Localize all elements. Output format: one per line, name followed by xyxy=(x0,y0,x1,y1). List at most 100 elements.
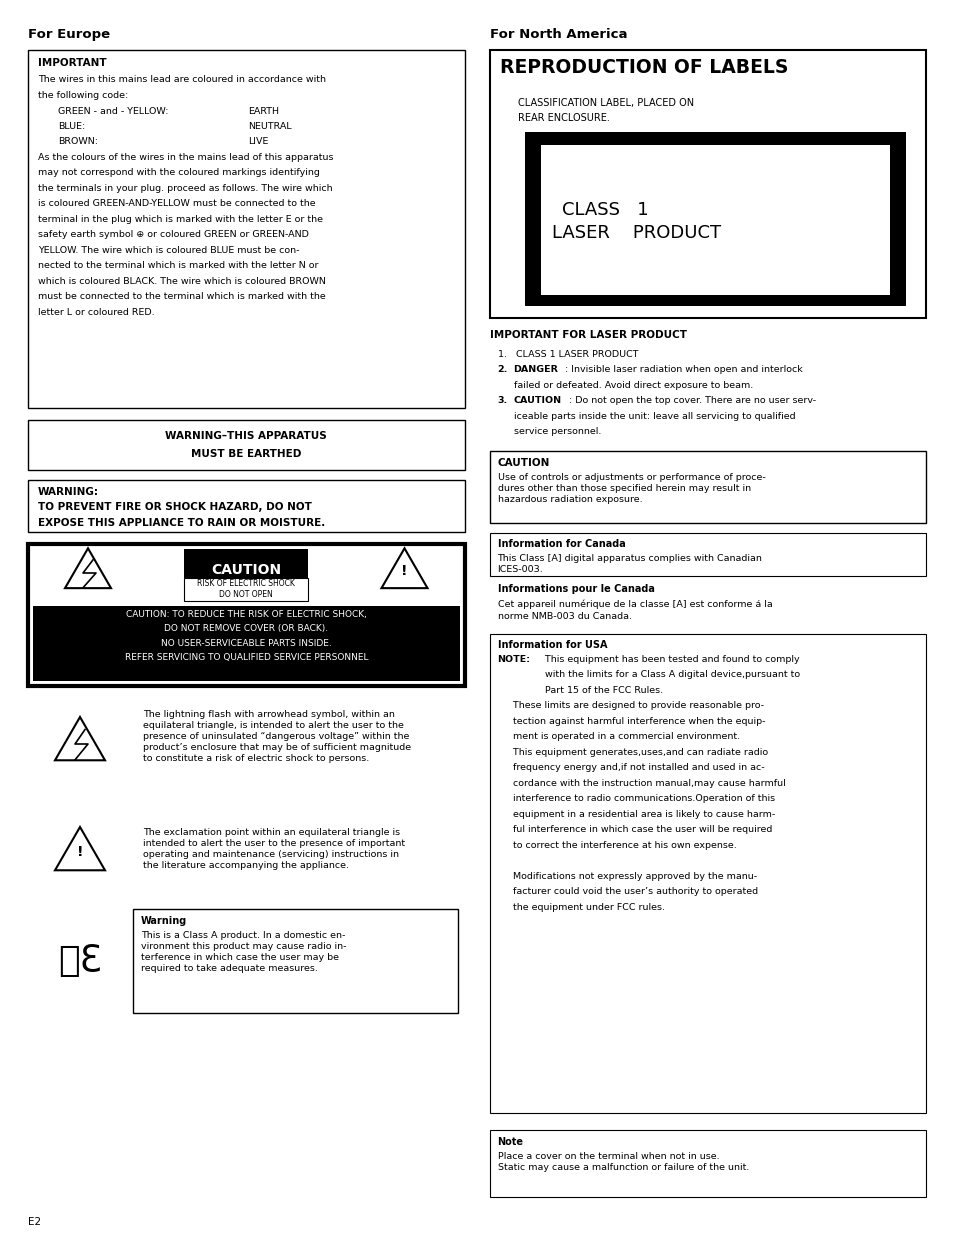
Text: LASER    PRODUCT: LASER PRODUCT xyxy=(551,224,720,242)
Text: These limits are designed to provide reasonable pro-: These limits are designed to provide rea… xyxy=(497,701,762,710)
Text: WARNING:: WARNING: xyxy=(38,487,99,496)
Text: Note: Note xyxy=(497,1137,523,1147)
Bar xyxy=(489,49,925,317)
Text: Informations pour le Canada: Informations pour le Canada xyxy=(497,584,654,594)
Bar xyxy=(132,909,457,1013)
Text: This equipment generates,uses,and can radiate radio: This equipment generates,uses,and can ra… xyxy=(497,748,767,757)
Text: Modifications not expressly approved by the manu-: Modifications not expressly approved by … xyxy=(497,872,756,881)
Text: service personnel.: service personnel. xyxy=(513,427,600,436)
Text: REPRODUCTION OF LABELS: REPRODUCTION OF LABELS xyxy=(499,58,787,77)
Text: 1.   CLASS 1 LASER PRODUCT: 1. CLASS 1 LASER PRODUCT xyxy=(497,350,638,359)
Text: REAR ENCLOSURE.: REAR ENCLOSURE. xyxy=(517,112,609,124)
Bar xyxy=(540,144,889,295)
Text: interference to radio communications.Operation of this: interference to radio communications.Ope… xyxy=(497,794,774,804)
Text: For Europe: For Europe xyxy=(28,28,110,41)
Polygon shape xyxy=(55,718,105,761)
Text: Use of controls or adjustments or performance of proce-
dures other than those s: Use of controls or adjustments or perfor… xyxy=(497,473,764,504)
Text: EXPOSE THIS APPLIANCE TO RAIN OR MOISTURE.: EXPOSE THIS APPLIANCE TO RAIN OR MOISTUR… xyxy=(38,517,325,529)
Text: DANGER: DANGER xyxy=(513,366,558,374)
Text: IMPORTANT: IMPORTANT xyxy=(38,58,107,68)
Text: nected to the terminal which is marked with the letter N or: nected to the terminal which is marked w… xyxy=(38,262,318,270)
Text: IMPORTANT FOR LASER PRODUCT: IMPORTANT FOR LASER PRODUCT xyxy=(489,330,686,340)
Text: Ⓒℇ: Ⓒℇ xyxy=(58,944,102,978)
Text: CAUTION: CAUTION xyxy=(513,396,561,405)
Text: ful interference in which case the user will be required: ful interference in which case the user … xyxy=(497,825,771,835)
Text: Information for USA: Information for USA xyxy=(497,640,606,650)
Text: DO NOT OPEN: DO NOT OPEN xyxy=(219,589,273,599)
Text: iceable parts inside the unit: leave all servicing to qualified: iceable parts inside the unit: leave all… xyxy=(513,412,794,421)
Text: frequency energy and,if not installed and used in ac-: frequency energy and,if not installed an… xyxy=(497,763,763,773)
Text: terminal in the plug which is marked with the letter E or the: terminal in the plug which is marked wit… xyxy=(38,215,323,224)
Text: This Class [A] digital apparatus complies with Canadian
ICES-003.: This Class [A] digital apparatus complie… xyxy=(497,555,761,574)
Text: LIVE: LIVE xyxy=(248,137,268,147)
Bar xyxy=(184,550,308,578)
Text: The wires in this mains lead are coloured in accordance with: The wires in this mains lead are coloure… xyxy=(38,75,326,84)
Bar xyxy=(33,606,459,680)
Polygon shape xyxy=(381,548,427,588)
Text: TO PREVENT FIRE OR SHOCK HAZARD, DO NOT: TO PREVENT FIRE OR SHOCK HAZARD, DO NOT xyxy=(38,501,312,513)
Text: 3.: 3. xyxy=(497,396,507,405)
Text: the equipment under FCC rules.: the equipment under FCC rules. xyxy=(497,903,664,911)
Text: For North America: For North America xyxy=(489,28,626,41)
Text: NOTE:: NOTE: xyxy=(497,655,530,664)
Text: Part 15 of the FCC Rules.: Part 15 of the FCC Rules. xyxy=(541,685,662,695)
Text: YELLOW. The wire which is coloured BLUE must be con-: YELLOW. The wire which is coloured BLUE … xyxy=(38,246,299,254)
Bar xyxy=(524,132,905,306)
Text: E2: E2 xyxy=(28,1216,41,1228)
Text: equipment in a residential area is likely to cause harm-: equipment in a residential area is likel… xyxy=(497,810,774,819)
Text: Warning: Warning xyxy=(141,916,187,926)
Text: facturer could void the user’s authority to operated: facturer could void the user’s authority… xyxy=(497,888,757,897)
Text: BROWN:: BROWN: xyxy=(58,137,98,147)
Bar xyxy=(28,543,464,685)
Text: DO NOT REMOVE COVER (OR BACK).: DO NOT REMOVE COVER (OR BACK). xyxy=(164,625,328,634)
Bar xyxy=(489,451,925,522)
Text: REFER SERVICING TO QUALIFIED SERVICE PERSONNEL: REFER SERVICING TO QUALIFIED SERVICE PER… xyxy=(125,653,368,662)
Bar xyxy=(489,634,925,1113)
Text: The exclamation point within an equilateral triangle is
intended to alert the us: The exclamation point within an equilate… xyxy=(143,827,405,871)
Bar xyxy=(184,578,308,601)
Text: This equipment has been tested and found to comply: This equipment has been tested and found… xyxy=(541,655,799,664)
Text: NO USER-SERVICEABLE PARTS INSIDE.: NO USER-SERVICEABLE PARTS INSIDE. xyxy=(161,638,332,648)
Text: tection against harmful interference when the equip-: tection against harmful interference whe… xyxy=(497,718,764,726)
Text: failed or defeated. Avoid direct exposure to beam.: failed or defeated. Avoid direct exposur… xyxy=(513,382,752,390)
Text: BLUE:: BLUE: xyxy=(58,122,85,131)
Text: RISK OF ELECTRIC SHOCK: RISK OF ELECTRIC SHOCK xyxy=(197,579,294,588)
Bar xyxy=(28,420,464,471)
Text: NEUTRAL: NEUTRAL xyxy=(248,122,292,131)
Text: is coloured GREEN-AND-YELLOW must be connected to the: is coloured GREEN-AND-YELLOW must be con… xyxy=(38,200,315,209)
Text: CLASSIFICATION LABEL, PLACED ON: CLASSIFICATION LABEL, PLACED ON xyxy=(517,98,693,107)
Text: to correct the interference at his own expense.: to correct the interference at his own e… xyxy=(497,841,736,850)
Text: must be connected to the terminal which is marked with the: must be connected to the terminal which … xyxy=(38,293,325,301)
Polygon shape xyxy=(65,548,111,588)
Text: Place a cover on the terminal when not in use.
Static may cause a malfunction or: Place a cover on the terminal when not i… xyxy=(497,1152,748,1172)
Text: : Invisible laser radiation when open and interlock: : Invisible laser radiation when open an… xyxy=(561,366,801,374)
Text: may not correspond with the coloured markings identifying: may not correspond with the coloured mar… xyxy=(38,168,319,178)
Text: Information for Canada: Information for Canada xyxy=(497,538,624,550)
Text: letter L or coloured RED.: letter L or coloured RED. xyxy=(38,308,154,317)
Text: the following code:: the following code: xyxy=(38,91,128,100)
Text: GREEN - and - YELLOW:: GREEN - and - YELLOW: xyxy=(58,106,169,116)
Text: CAUTION: CAUTION xyxy=(497,458,549,468)
Bar xyxy=(489,534,925,576)
Text: which is coloured BLACK. The wire which is coloured BROWN: which is coloured BLACK. The wire which … xyxy=(38,277,326,287)
Text: CLASS   1: CLASS 1 xyxy=(562,201,648,219)
Text: EARTH: EARTH xyxy=(248,106,278,116)
Bar xyxy=(28,49,464,408)
Text: safety earth symbol ⊕ or coloured GREEN or GREEN-AND: safety earth symbol ⊕ or coloured GREEN … xyxy=(38,231,309,240)
Text: !: ! xyxy=(76,845,83,860)
Text: This is a Class A product. In a domestic en-
vironment this product may cause ra: This is a Class A product. In a domestic… xyxy=(141,931,346,973)
Text: : Do not open the top cover. There are no user serv-: : Do not open the top cover. There are n… xyxy=(565,396,815,405)
Text: MUST BE EARTHED: MUST BE EARTHED xyxy=(191,450,301,459)
Text: CAUTION: TO REDUCE THE RISK OF ELECTRIC SHOCK,: CAUTION: TO REDUCE THE RISK OF ELECTRIC … xyxy=(126,610,366,619)
Text: WARNING–THIS APPARATUS: WARNING–THIS APPARATUS xyxy=(165,431,327,441)
Text: ment is operated in a commercial environment.: ment is operated in a commercial environ… xyxy=(497,732,739,741)
Text: Cet appareil numérique de la classe [A] est conforme á la
norme NMB-003 du Canad: Cet appareil numérique de la classe [A] … xyxy=(497,600,771,621)
Bar xyxy=(489,1130,925,1197)
Text: As the colours of the wires in the mains lead of this apparatus: As the colours of the wires in the mains… xyxy=(38,153,334,162)
Text: !: ! xyxy=(401,564,407,578)
Polygon shape xyxy=(55,827,105,871)
Text: The lightning flash with arrowhead symbol, within an
equilateral triangle, is in: The lightning flash with arrowhead symbo… xyxy=(143,710,411,763)
Text: CAUTION: CAUTION xyxy=(211,563,281,577)
Text: cordance with the instruction manual,may cause harmful: cordance with the instruction manual,may… xyxy=(497,779,784,788)
Text: 2.: 2. xyxy=(497,366,507,374)
